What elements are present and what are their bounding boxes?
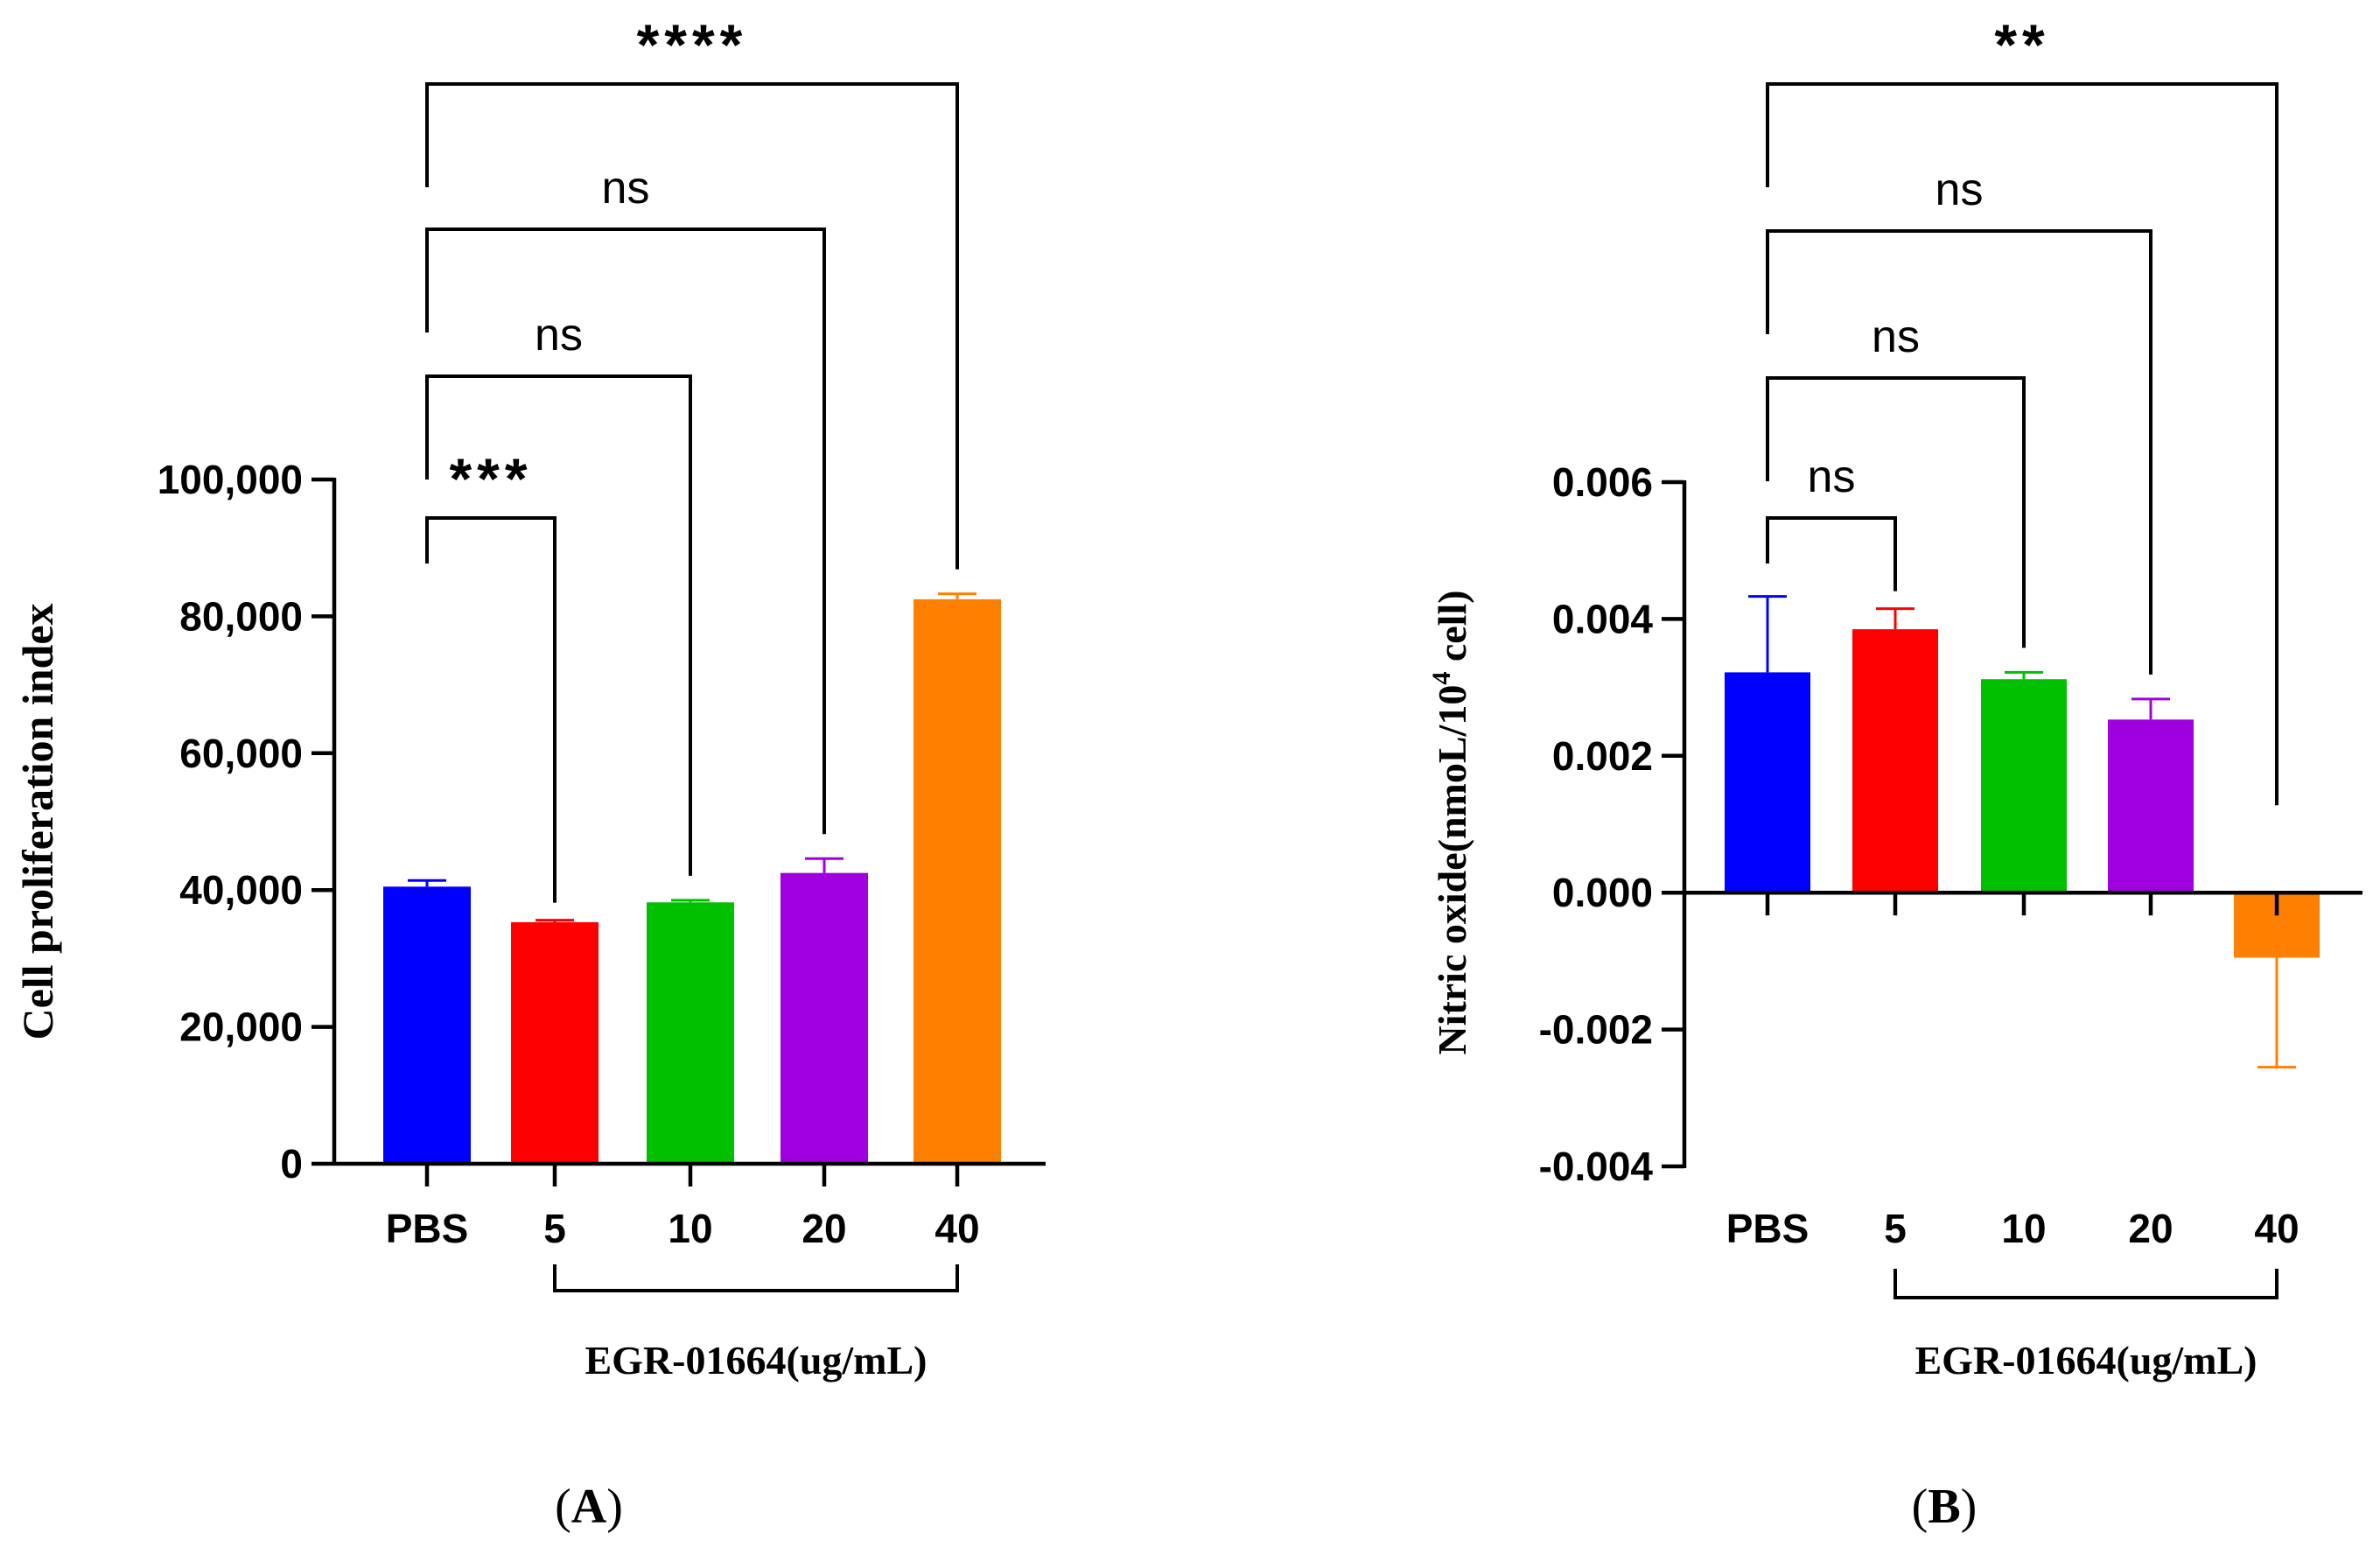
significance-label-2: ns bbox=[602, 163, 650, 214]
y-axis-title: Nitric oxide(nmoL/104 cell) bbox=[1427, 590, 1474, 1054]
significance-bracket-1 bbox=[425, 374, 692, 876]
bar-1 bbox=[511, 921, 598, 1164]
significance-bracket-1 bbox=[1766, 376, 2026, 648]
panel-label-letter: A bbox=[571, 1480, 607, 1534]
y-tick-label-2: 40,000 bbox=[179, 867, 303, 913]
significance-label-2: ns bbox=[1936, 164, 1984, 215]
significance-label-0: *** bbox=[449, 446, 532, 511]
y-axis-title: Cell proliferation index bbox=[13, 603, 62, 1040]
x-tick-label-3: 20 bbox=[802, 1206, 846, 1251]
x-tick-label-0: PBS bbox=[386, 1206, 469, 1251]
y-tick-label-1: -0.002 bbox=[1539, 1007, 1653, 1053]
panel-label: (A) bbox=[555, 1480, 623, 1534]
panel-label: (B) bbox=[1912, 1480, 1978, 1534]
group-bracket bbox=[553, 1264, 959, 1292]
significance-bracket-2 bbox=[1766, 229, 2152, 675]
bar-2 bbox=[647, 902, 734, 1164]
x-axis-title: EGR-01664(ug/mL) bbox=[585, 1338, 928, 1382]
significance-bracket-0 bbox=[425, 516, 556, 903]
y-tick-label-5: 0.006 bbox=[1552, 459, 1653, 505]
panel-a-chart: 0 20,000 40,000 60,000 80,000 100,000 PBS 5 10 20… bbox=[13, 12, 1046, 1534]
y-axis-title-superscript: 4 bbox=[1427, 672, 1456, 685]
bar-0 bbox=[1725, 672, 1810, 893]
bar-4 bbox=[914, 598, 1001, 1164]
panel-label-open-paren: ( bbox=[1912, 1480, 1928, 1534]
panel-b-chart: -0.004 -0.002 0.000 0.002 0.004 0.006 PBS 5 10 20… bbox=[1427, 12, 2362, 1534]
group-bracket bbox=[1894, 1269, 2278, 1299]
panel-label-close-paren: ) bbox=[1961, 1480, 1978, 1534]
y-tick-label-1: 20,000 bbox=[179, 1004, 303, 1050]
significance-label-0: ns bbox=[1808, 452, 1856, 502]
bar-2 bbox=[1981, 679, 2067, 893]
significance-label-3: ** bbox=[1994, 12, 2049, 77]
y-tick-label-4: 0.004 bbox=[1552, 596, 1654, 641]
x-tick-label-0: PBS bbox=[1726, 1206, 1810, 1251]
significance-label-1: ns bbox=[1872, 312, 1920, 362]
significance-bracket-2 bbox=[425, 228, 826, 835]
significance-bracket-3 bbox=[425, 82, 959, 570]
y-axis-title-tail: cell) bbox=[1430, 590, 1474, 671]
x-tick-label-3: 20 bbox=[2128, 1206, 2173, 1251]
bar-3 bbox=[2108, 719, 2194, 893]
y-tick-label-3: 0.002 bbox=[1552, 733, 1653, 779]
panel-label-open-paren: ( bbox=[555, 1480, 571, 1534]
bar-3 bbox=[780, 872, 868, 1164]
x-tick-label-1: 5 bbox=[1884, 1206, 1907, 1251]
y-tick-label-4: 80,000 bbox=[179, 593, 303, 639]
significance-label-1: ns bbox=[535, 310, 583, 360]
y-tick-label-2: 0.000 bbox=[1552, 870, 1653, 915]
x-tick-label-1: 5 bbox=[543, 1206, 566, 1251]
significance-bracket-3 bbox=[1766, 82, 2278, 806]
bar-0 bbox=[383, 886, 471, 1164]
bar-1 bbox=[1852, 629, 1938, 893]
y-tick-label-5: 100,000 bbox=[158, 457, 303, 502]
x-tick-label-2: 10 bbox=[668, 1206, 712, 1251]
significance-bracket-0 bbox=[1766, 516, 1897, 592]
y-tick-label-0: -0.004 bbox=[1539, 1144, 1654, 1189]
y-axis-title-main: Nitric oxide(nmoL/10 bbox=[1430, 685, 1474, 1055]
panel-label-letter: B bbox=[1928, 1480, 1960, 1534]
significance-label-3: **** bbox=[637, 12, 748, 77]
x-axis-title: EGR-01664(ug/mL) bbox=[1915, 1338, 2258, 1382]
x-tick-label-4: 40 bbox=[2254, 1206, 2299, 1251]
x-tick-label-4: 40 bbox=[934, 1206, 979, 1251]
y-tick-label-3: 60,000 bbox=[179, 731, 303, 776]
x-tick-label-2: 10 bbox=[2001, 1206, 2046, 1251]
y-tick-label-0: 0 bbox=[280, 1141, 303, 1186]
panel-label-close-paren: ) bbox=[606, 1480, 623, 1534]
